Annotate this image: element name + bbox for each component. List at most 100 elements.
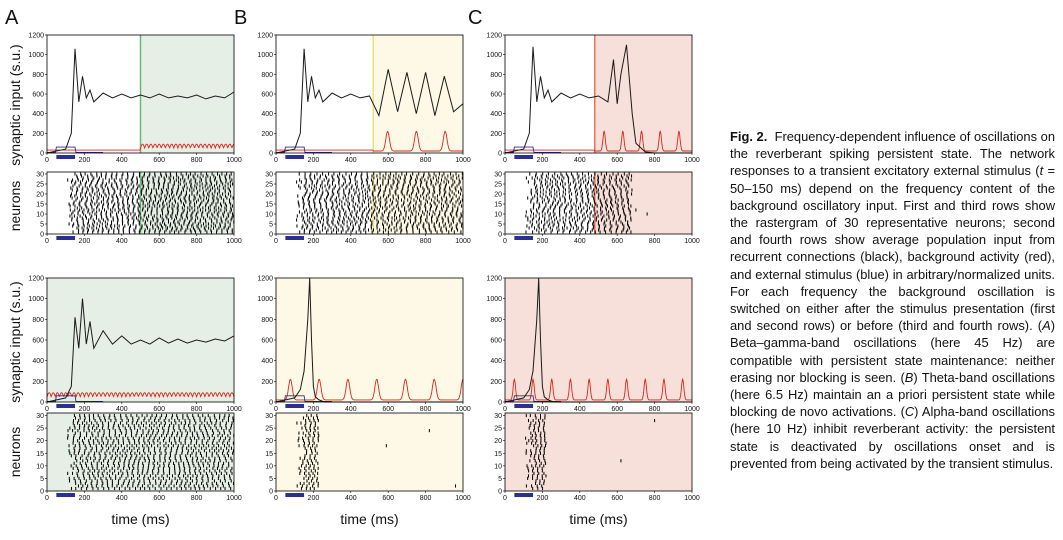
plot-b-row3-ytick-label: 1000	[257, 296, 273, 303]
plot-a-row1	[46, 35, 235, 154]
plot-c-row3-ytick-label: 1000	[486, 296, 502, 303]
plot-a-row3-ytick-label: 400	[32, 358, 44, 365]
plot-b-row1-background-series	[276, 130, 463, 152]
raster-c-row2-ytick-label: 30	[494, 172, 502, 179]
raster-a-row4-frame	[46, 412, 235, 492]
raster-a-row2-oscillation-shade	[140, 172, 234, 234]
plot-c-row1-ytick-label: 800	[490, 72, 502, 79]
plot-a-row3-xtick-label: 200	[79, 406, 91, 413]
raster-b-row4	[274, 413, 463, 492]
plot-a-row3-ytick-label: 0	[40, 400, 44, 407]
raster-b-row4-xtick-label: 600	[382, 495, 394, 502]
raster-c-row4-xtick-label: 800	[649, 495, 661, 502]
plot-a-row1-frame	[46, 34, 235, 154]
plot-b-row1-ytick-label: 400	[261, 111, 273, 118]
raster-c-row2-xtick-label: 200	[537, 238, 549, 245]
raster-a-row2-ytick-label: 10	[36, 212, 44, 219]
plot-a-row1-stimulus-series	[47, 146, 104, 153]
raster-b-row2-ytick-label: 25	[265, 182, 273, 189]
plot-b-row1-xtick-label: 400	[345, 157, 357, 164]
raster-c-row2-ytick-label: 25	[494, 182, 502, 189]
plot-c-row3-frame	[504, 277, 693, 403]
plot-b-row1-ytick-label: 1200	[257, 33, 273, 40]
plot-c-row1-xtick-label: 600	[611, 157, 623, 164]
raster-a-row4-ytick-label: 30	[36, 413, 44, 420]
plot-c-row3-ytick-label: 200	[490, 379, 502, 386]
raster-b-row4-xtick-label: 1000	[455, 495, 471, 502]
raster-a-row2-ytick-label: 15	[36, 202, 44, 209]
caption-t: t	[1039, 163, 1044, 179]
plot-c-row3-xtick-label: 1000	[684, 406, 700, 413]
figure-caption: Fig. 2. Frequency-dependent influence of…	[730, 128, 1055, 472]
xlabel-time-b: time (ms)	[340, 511, 398, 527]
plot-b-row1-xtick-label: 600	[382, 157, 394, 164]
plot-a-row3-ytick-label: 200	[32, 379, 44, 386]
panel-letter-a: A	[5, 7, 19, 29]
plot-b-row3-stimulus-bar	[285, 404, 305, 408]
raster-a-row2-xtick-label: 400	[116, 238, 128, 245]
plot-a-row3-ytick-label: 800	[32, 317, 44, 324]
plot-b-row1-ytick-label: 600	[261, 92, 273, 99]
raster-c-row2-stimulus-bar	[514, 236, 534, 240]
raster-a-row2-xtick-label: 0	[45, 238, 49, 245]
raster-c-row4-frame	[504, 412, 693, 492]
plot-b-row1-stimulus-bar	[285, 155, 305, 159]
caption-label: Fig. 2.	[730, 129, 768, 144]
raster-a-row4-xtick-label: 600	[153, 495, 165, 502]
plot-c-row1-ytick-label: 1000	[486, 52, 502, 59]
plot-b-row1-xtick-label: 800	[420, 157, 432, 164]
plot-a-row1-ytick-label: 800	[32, 72, 44, 79]
raster-b-row2-ytick-label: 5	[269, 222, 273, 229]
plot-c-row1-xtick-label: 800	[649, 157, 661, 164]
raster-a-row4-xtick-label: 400	[116, 495, 128, 502]
plot-c-row1-xtick-label: 200	[537, 157, 549, 164]
plot-a-row1-xtick-label: 200	[79, 157, 91, 164]
raster-a-row4-ytick-label: 0	[40, 489, 44, 496]
xlabel-time-a: time (ms)	[111, 511, 169, 527]
raster-a-row2-xtick-label: 1000	[226, 238, 242, 245]
plot-a-row1-xtick-label: 400	[116, 157, 128, 164]
plot-b-row1	[275, 35, 464, 154]
raster-c-row2-ytick-label: 5	[498, 222, 502, 229]
plot-a-row3-xtick-label: 600	[153, 406, 165, 413]
caption-text-2: = 50–150 ms) depend on the frequency con…	[730, 163, 1056, 334]
panel-letter-c: C	[468, 7, 482, 29]
raster-c-row4-ytick-label: 0	[498, 489, 502, 496]
raster-c-row4-ytick-label: 25	[494, 426, 502, 433]
ylabel-synaptic-row1: synaptic input (s.u.)	[7, 44, 23, 165]
raster-b-row4-frame	[275, 412, 464, 492]
raster-b-row4-ytick-label: 15	[265, 451, 273, 458]
plot-c-row3-oscillation-shade	[505, 278, 692, 402]
plot-a-row1-ytick-label: 600	[32, 92, 44, 99]
raster-a-row4-ytick-label: 5	[40, 476, 44, 483]
plot-c-row3-xtick-label: 0	[503, 406, 507, 413]
plot-c-row1-recurrent-series	[504, 44, 692, 154]
plot-b-row1-xtick-label: 1000	[455, 157, 471, 164]
plot-c-row3	[504, 277, 692, 403]
plot-c-row1-xtick-label: 1000	[684, 157, 700, 164]
plot-a-row3-ytick-label: 600	[32, 338, 44, 345]
raster-a-row4	[45, 413, 235, 492]
raster-a-row2	[45, 172, 235, 235]
raster-a-row4-xtick-label: 800	[191, 495, 203, 502]
plot-a-row1-xtick-label: 0	[45, 157, 49, 164]
raster-c-row4-ytick-label: 20	[494, 438, 502, 445]
raster-b-row4-oscillation-shade	[276, 413, 463, 491]
plot-b-row3-xtick-label: 400	[345, 406, 357, 413]
raster-b-row2-stimulus-bar	[285, 236, 305, 240]
plot-a-row1-ytick-label: 200	[32, 131, 44, 138]
plot-c-row1-ytick-label: 400	[490, 111, 502, 118]
plot-b-row1-stimulus-series	[276, 146, 333, 153]
caption-text-5: ) Alpha-band oscillations (here 10 Hz) i…	[730, 404, 1055, 471]
plot-a-row3	[46, 278, 235, 403]
plot-b-row3-ytick-label: 600	[261, 338, 273, 345]
plot-c-row1-xtick-label: 0	[503, 157, 507, 164]
plot-a-row3-recurrent-series	[46, 298, 235, 403]
plot-b-row3-ytick-label: 800	[261, 317, 273, 324]
raster-c-row4-stimulus-bar	[514, 493, 534, 497]
raster-b-row4-xtick-label: 200	[308, 495, 320, 502]
raster-b-row2-xtick-label: 800	[420, 238, 432, 245]
plot-b-row3-background-series	[276, 378, 464, 401]
plot-c-row1-ytick-label: 1200	[486, 33, 502, 40]
